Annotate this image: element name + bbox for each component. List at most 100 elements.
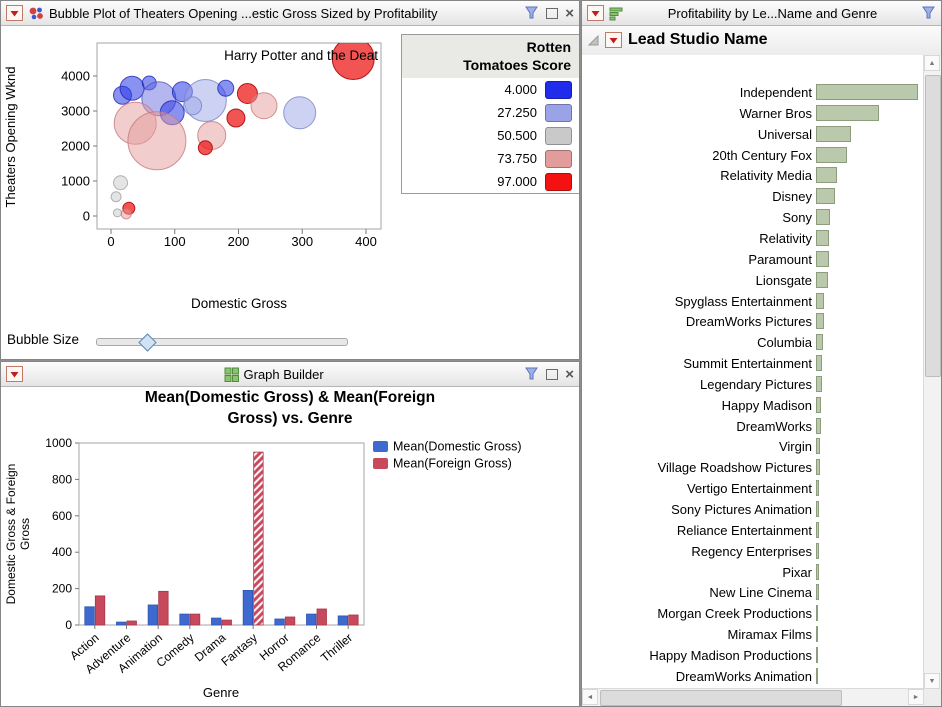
category-label: Fantasy — [218, 631, 260, 669]
legend-row[interactable]: 97.000 — [402, 170, 579, 193]
studio-bar[interactable] — [816, 230, 829, 246]
data-filter-icon[interactable] — [524, 6, 539, 20]
bubble[interactable] — [218, 80, 234, 96]
studio-bar[interactable] — [816, 668, 818, 684]
studio-label: Regency Enterprises — [582, 541, 812, 562]
studio-row: DreamWorks — [582, 416, 924, 437]
maximize-icon[interactable] — [546, 8, 558, 19]
y-tick-label: 200 — [52, 582, 72, 596]
studio-bar[interactable] — [816, 605, 818, 621]
scroll-up-button[interactable]: ▲ — [924, 55, 940, 71]
legend-swatch[interactable] — [373, 441, 388, 452]
red-triangle-menu-icon[interactable] — [587, 5, 604, 21]
legend-row[interactable]: 27.250 — [402, 101, 579, 124]
scroll-down-button[interactable]: ▼ — [924, 673, 940, 689]
studio-bar[interactable] — [816, 647, 818, 663]
studio-label: 20th Century Fox — [582, 145, 812, 166]
bar[interactable] — [243, 590, 253, 625]
bar[interactable] — [159, 591, 169, 625]
close-icon[interactable]: × — [565, 367, 574, 382]
chart-title: Mean(Domestic Gross) & Mean(Foreign Gros… — [1, 388, 579, 430]
studio-bar[interactable] — [816, 522, 819, 538]
bar[interactable] — [254, 452, 264, 625]
studio-bar[interactable] — [816, 334, 823, 350]
red-triangle-menu-icon[interactable] — [6, 366, 23, 382]
red-triangle-menu-icon[interactable] — [6, 5, 23, 21]
legend-row[interactable]: 73.750 — [402, 147, 579, 170]
bubble[interactable] — [111, 192, 121, 202]
horizontal-scrollbar[interactable]: ◄ ► — [582, 688, 924, 706]
studio-label: Lionsgate — [582, 270, 812, 291]
bubble[interactable] — [113, 209, 121, 217]
graph-builder-icon — [224, 367, 239, 382]
bubble[interactable] — [184, 97, 202, 115]
bar[interactable] — [222, 620, 232, 625]
studio-bar[interactable] — [816, 105, 879, 121]
studio-bar[interactable] — [816, 147, 847, 163]
bar[interactable] — [317, 609, 327, 625]
scroll-right-button[interactable]: ► — [908, 689, 924, 705]
bubble[interactable] — [251, 93, 277, 119]
bubble[interactable] — [121, 209, 131, 219]
legend-row[interactable]: 4.000 — [402, 78, 579, 101]
bar[interactable] — [285, 617, 295, 625]
bubble[interactable] — [120, 76, 144, 100]
studio-bar[interactable] — [816, 313, 824, 329]
legend-row[interactable]: 50.500 — [402, 124, 579, 147]
studio-bar[interactable] — [816, 543, 819, 559]
close-icon[interactable]: × — [565, 6, 574, 21]
studio-bar[interactable] — [816, 126, 851, 142]
studio-bar[interactable] — [816, 626, 818, 642]
bar[interactable] — [275, 619, 285, 625]
bar[interactable] — [180, 614, 190, 625]
studio-bar[interactable] — [816, 251, 829, 267]
bar[interactable] — [211, 618, 221, 625]
bar[interactable] — [190, 614, 200, 625]
studio-bar[interactable] — [816, 397, 821, 413]
bubble[interactable] — [284, 97, 316, 129]
bar[interactable] — [306, 614, 316, 625]
studio-bar[interactable] — [816, 418, 821, 434]
bubble[interactable] — [227, 109, 245, 127]
vertical-scrollbar[interactable]: ▲ ▼ — [923, 55, 941, 689]
data-filter-icon[interactable] — [524, 367, 539, 381]
data-filter-icon[interactable] — [921, 6, 936, 20]
bubble[interactable] — [114, 176, 128, 190]
studio-bar[interactable] — [816, 438, 820, 454]
horizontal-scrollbar-thumb[interactable] — [600, 690, 842, 706]
red-triangle-menu-icon[interactable] — [605, 32, 622, 48]
legend-swatch[interactable] — [373, 458, 388, 469]
studio-bar[interactable] — [816, 188, 835, 204]
vertical-scrollbar-thumb[interactable] — [925, 75, 941, 377]
bar[interactable] — [338, 616, 348, 625]
bubble-size-slider[interactable] — [96, 338, 348, 346]
scroll-left-button[interactable]: ◄ — [582, 689, 598, 705]
studio-bar[interactable] — [816, 209, 830, 225]
studio-label: Disney — [582, 186, 812, 207]
y-axis-label-line1: Domestic Gross & Foreign — [4, 464, 18, 605]
studio-bar[interactable] — [816, 501, 819, 517]
bar[interactable] — [85, 607, 95, 625]
bar[interactable] — [95, 596, 105, 625]
studio-bar[interactable] — [816, 355, 822, 371]
studio-bar[interactable] — [816, 584, 819, 600]
disclosure-triangle-icon[interactable] — [588, 35, 599, 46]
studio-bar[interactable] — [816, 293, 824, 309]
studio-bar[interactable] — [816, 376, 822, 392]
studio-bar[interactable] — [816, 167, 837, 183]
studio-row: 20th Century Fox — [582, 145, 924, 166]
studio-bar[interactable] — [816, 480, 819, 496]
grouped-bar-chart[interactable]: 02004006008001000ActionAdventureAnimatio… — [1, 431, 579, 706]
bubble[interactable] — [198, 141, 212, 155]
studio-bar[interactable] — [816, 272, 828, 288]
studio-bar[interactable] — [816, 84, 918, 100]
bar[interactable] — [349, 615, 359, 625]
studio-bar[interactable] — [816, 459, 820, 475]
bar[interactable] — [148, 605, 158, 625]
bar[interactable] — [127, 621, 137, 625]
bubble[interactable] — [128, 112, 186, 170]
bar[interactable] — [116, 622, 126, 625]
studio-row: Miramax Films — [582, 624, 924, 645]
maximize-icon[interactable] — [546, 369, 558, 380]
studio-bar[interactable] — [816, 564, 819, 580]
